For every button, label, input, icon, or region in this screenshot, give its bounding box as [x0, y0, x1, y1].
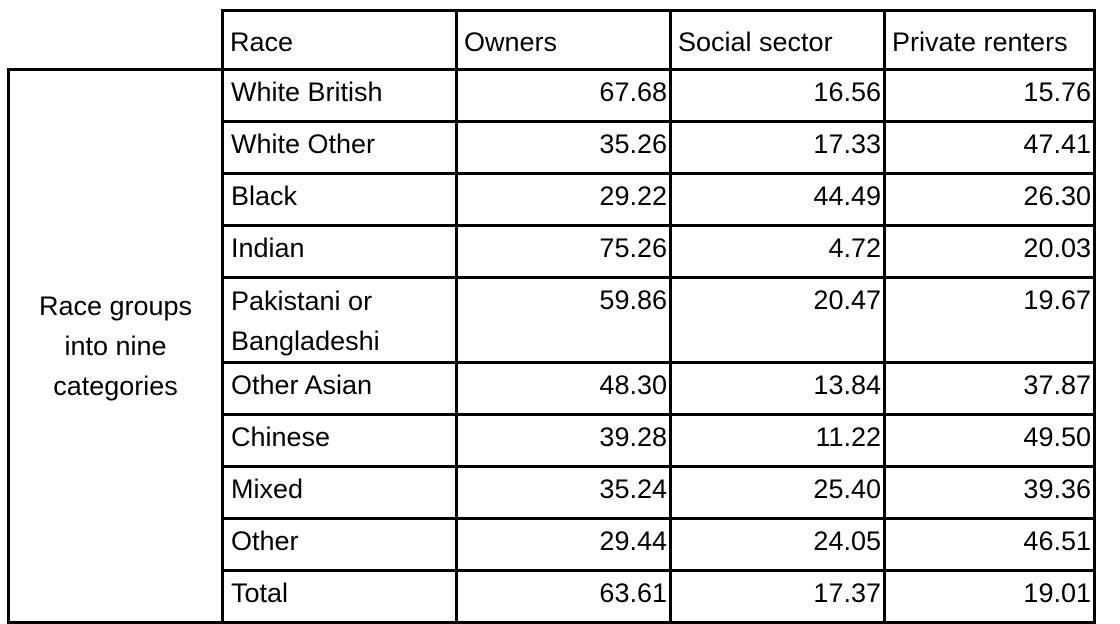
owners-cell: 39.28	[455, 413, 672, 468]
table-row: Pakistani or Bangladeshi 59.86 20.47 19.…	[9, 276, 1096, 364]
owners-cell: 63.61	[455, 569, 672, 624]
table-row: White Other 35.26 17.33 47.41	[9, 120, 1096, 175]
owners-cell: 75.26	[455, 224, 672, 279]
private-cell: 26.30	[883, 172, 1096, 227]
social-cell: 4.72	[669, 224, 886, 279]
group-label-text: Race groups into nine categories	[38, 291, 193, 401]
race-cell: Total	[221, 569, 458, 624]
corner-cell	[8, 10, 224, 71]
social-cell: 44.49	[669, 172, 886, 227]
social-cell: 20.47	[669, 276, 886, 364]
header-private-renters: Private renters	[883, 9, 1096, 71]
social-cell: 11.22	[669, 413, 886, 468]
owners-cell: 29.22	[455, 172, 672, 227]
table-row: Mixed 35.24 25.40 39.36	[9, 465, 1096, 520]
race-cell: Mixed	[221, 465, 458, 520]
table-row: Other 29.44 24.05 46.51	[9, 517, 1096, 572]
header-owners: Owners	[455, 9, 672, 71]
table-row: Indian 75.26 4.72 20.03	[9, 224, 1096, 279]
private-cell: 39.36	[883, 465, 1096, 520]
table-row: Chinese 39.28 11.22 49.50	[9, 413, 1096, 468]
owners-cell: 35.26	[455, 120, 672, 175]
race-cell: Black	[221, 172, 458, 227]
private-cell: 46.51	[883, 517, 1096, 572]
private-cell: 19.67	[883, 276, 1096, 364]
private-cell: 19.01	[883, 569, 1096, 624]
race-cell: White Other	[221, 120, 458, 175]
owners-cell: 35.24	[455, 465, 672, 520]
social-cell: 13.84	[669, 361, 886, 416]
social-cell: 25.40	[669, 465, 886, 520]
race-cell: Indian	[221, 224, 458, 279]
owners-cell: 67.68	[455, 68, 672, 123]
private-cell: 15.76	[883, 68, 1096, 123]
private-cell: 20.03	[883, 224, 1096, 279]
private-cell: 47.41	[883, 120, 1096, 175]
table-row: Other Asian 48.30 13.84 37.87	[9, 361, 1096, 416]
social-cell: 24.05	[669, 517, 886, 572]
header-social-sector: Social sector	[669, 9, 886, 71]
total-row: Total 63.61 17.37 19.01	[9, 569, 1096, 624]
social-cell: 17.37	[669, 569, 886, 624]
housing-tenure-table: Race Owners Social sector Private renter…	[7, 9, 1096, 624]
race-cell: White British	[221, 68, 458, 123]
private-cell: 49.50	[883, 413, 1096, 468]
table-row: Race groups into nine categories White B…	[7, 68, 1096, 624]
race-cell: Other	[221, 517, 458, 572]
owners-cell: 29.44	[455, 517, 672, 572]
race-cell: Pakistani or Bangladeshi	[221, 276, 458, 364]
owners-cell: 59.86	[455, 276, 672, 364]
race-cell: Other Asian	[221, 361, 458, 416]
table-row: Black 29.22 44.49 26.30	[9, 172, 1096, 227]
social-cell: 17.33	[669, 120, 886, 175]
race-cell: Chinese	[221, 413, 458, 468]
private-cell: 37.87	[883, 361, 1096, 416]
owners-cell: 48.30	[455, 361, 672, 416]
header-race: Race	[221, 9, 458, 71]
header-row: Race Owners Social sector Private renter…	[8, 9, 1096, 71]
group-label: Race groups into nine categories	[7, 68, 224, 624]
social-cell: 16.56	[669, 68, 886, 123]
